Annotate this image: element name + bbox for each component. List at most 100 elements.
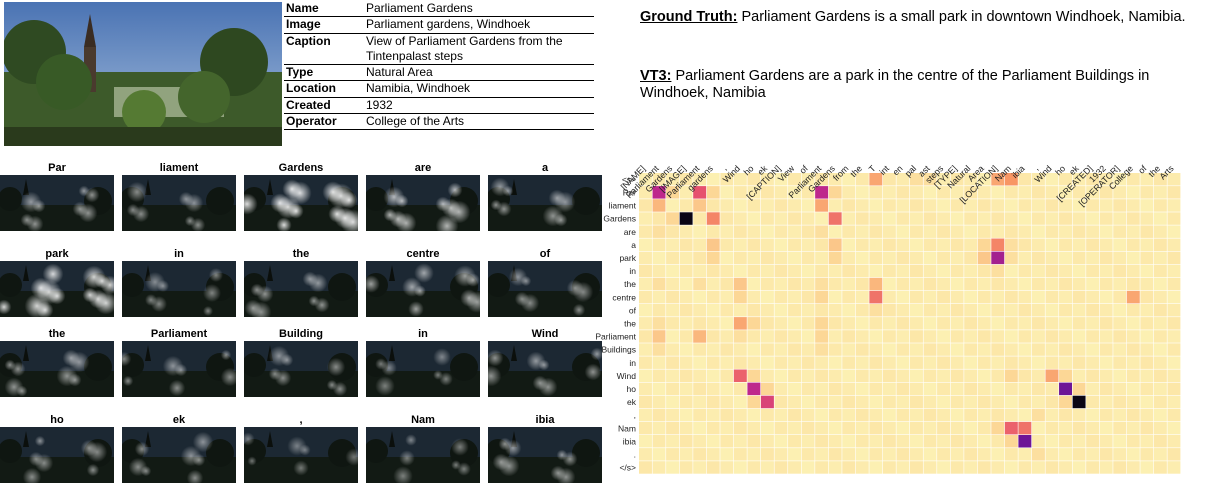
heatmap-cell (666, 173, 680, 186)
heatmap-cell (950, 461, 964, 474)
heatmap-cell (1031, 435, 1045, 448)
heatmap-cell (801, 317, 815, 330)
saliency-map (0, 175, 114, 231)
heatmap-cell (788, 173, 801, 186)
heatmap-cell (882, 199, 896, 212)
heatmap-cell (1086, 382, 1100, 396)
heatmap-cell (801, 461, 815, 474)
heatmap-row-label: ek (627, 397, 637, 407)
heatmap-cell (1031, 251, 1045, 265)
heatmap-cell (910, 199, 923, 212)
heatmap-cell (679, 330, 693, 343)
heatmap-cell (1086, 369, 1100, 382)
heatmap-cell (639, 199, 652, 212)
saliency-thumbnail (244, 427, 358, 483)
heatmap-cell (666, 304, 680, 317)
heatmap-cell (1031, 330, 1045, 343)
heatmap-cell (1113, 251, 1127, 265)
heatmap-cell (991, 408, 1005, 422)
heatmap-cell (815, 199, 829, 212)
heatmap-cell (991, 435, 1005, 448)
heatmap-cell (1018, 421, 1032, 435)
heatmap-cell (1031, 356, 1045, 369)
heatmap-cell (828, 461, 842, 474)
heatmap-cell (1167, 461, 1181, 474)
heatmap-cell (720, 238, 734, 251)
heatmap-cell (977, 356, 991, 369)
heatmap-cell (679, 382, 693, 396)
saliency-map (0, 427, 114, 483)
heatmap-cell (1086, 238, 1100, 251)
heatmap-cell (1153, 448, 1167, 461)
heatmap-cell (747, 199, 761, 212)
heatmap-cell (1126, 212, 1140, 225)
heatmap-cell (842, 408, 856, 422)
heatmap-cell (788, 435, 801, 448)
heatmap-cell (1031, 173, 1045, 186)
heatmap-cell (828, 421, 842, 435)
heatmap-cell (1126, 395, 1140, 409)
heatmap-cell (923, 330, 937, 343)
heatmap-cell (720, 212, 734, 225)
heatmap-cell (855, 395, 869, 409)
heatmap-cell (1126, 199, 1140, 212)
vt3-text: VT3: Parliament Gardens are a park in th… (640, 68, 1208, 102)
heatmap-cell (882, 290, 896, 304)
heatmap-cell (910, 435, 923, 448)
heatmap-cell (937, 317, 951, 330)
heatmap-cell (1126, 382, 1140, 396)
heatmap-cell (774, 317, 788, 330)
heatmap-cell (801, 225, 815, 238)
heatmap-cell (828, 290, 842, 304)
heatmap-cell (733, 461, 747, 474)
heatmap-cell (910, 448, 923, 461)
heatmap-cell (760, 251, 774, 265)
heatmap-cell (666, 408, 680, 422)
heatmap-cell (1072, 277, 1086, 291)
heatmap-cell (1086, 212, 1100, 225)
heatmap-cell (896, 225, 910, 238)
heatmap-cell (828, 317, 842, 330)
heatmap-cell (801, 304, 815, 317)
heatmap-cell (1140, 382, 1154, 396)
heatmap-cell (991, 461, 1005, 474)
heatmap-cell (720, 173, 734, 186)
heatmap-cell (720, 435, 734, 448)
heatmap-cell (842, 304, 856, 317)
heatmap-cell (950, 186, 964, 199)
heatmap-col-label: T (867, 163, 878, 174)
saliency-token-label: the (292, 248, 310, 260)
heatmap-cell (855, 461, 869, 474)
heatmap-cell (991, 277, 1005, 291)
heatmap-cell (855, 186, 869, 199)
heatmap-cell (1099, 421, 1113, 435)
location-photo (4, 2, 282, 146)
heatmap-cell (706, 199, 720, 212)
heatmap-cell (720, 461, 734, 474)
heatmap-row-label: the (624, 279, 636, 289)
heatmap-cell (977, 251, 991, 265)
heatmap-cell (815, 395, 829, 409)
heatmap-cell (666, 421, 680, 435)
heatmap-cell (828, 173, 842, 186)
heatmap-cell (896, 369, 910, 382)
heatmap-cell (1004, 186, 1018, 199)
heatmap-cell (815, 343, 829, 356)
heatmap-cell (910, 461, 923, 474)
heatmap-cell (842, 277, 856, 291)
heatmap-cell (1099, 395, 1113, 409)
heatmap-cell (679, 290, 693, 304)
heatmap-cell (720, 264, 734, 278)
heatmap-cell (1031, 448, 1045, 461)
heatmap-row-label: </s> (619, 463, 636, 473)
heatmap-cell (1086, 461, 1100, 474)
heatmap-cell (1045, 264, 1059, 278)
heatmap-cell (991, 264, 1005, 278)
heatmap-cell (882, 186, 896, 199)
infobox-key: Caption (284, 32, 364, 65)
heatmap-cell (720, 317, 734, 330)
heatmap-cell (639, 461, 652, 474)
heatmap-cell (693, 173, 707, 186)
infobox-row: Type Natural Area (284, 64, 594, 81)
heatmap-cell (679, 356, 693, 369)
